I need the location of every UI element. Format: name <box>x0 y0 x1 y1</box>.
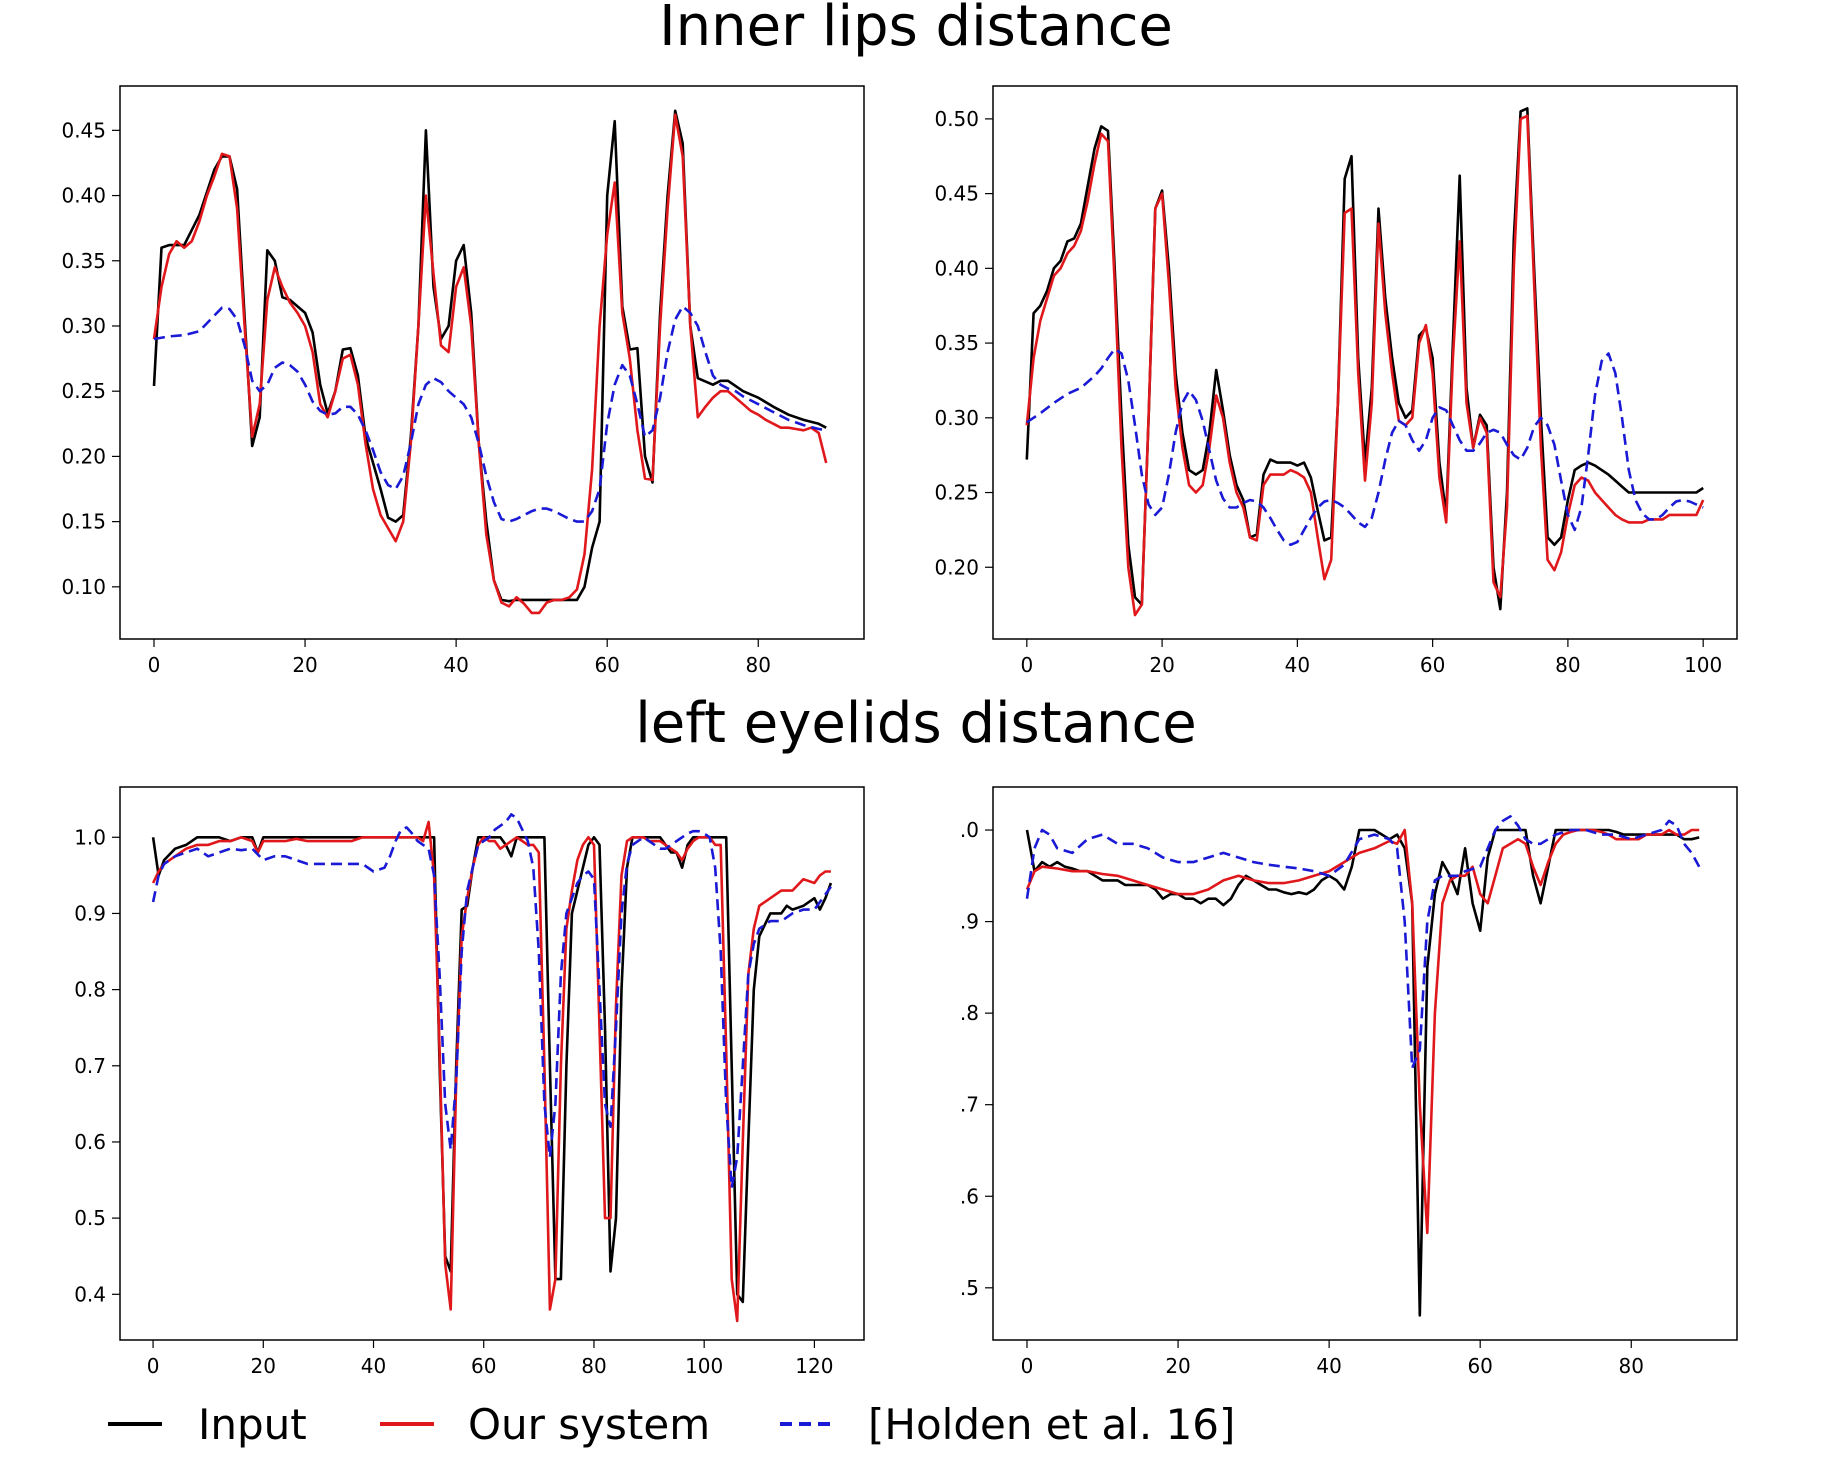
section-title-inner-lips: Inner lips distance <box>659 0 1173 59</box>
y-tick-label: .8 <box>960 1001 979 1025</box>
legend-item-holden: [Holden et al. 16] <box>780 1400 1235 1449</box>
y-tick-label: .0 <box>960 818 979 842</box>
series-line-our-system <box>1025 828 1700 1235</box>
y-tick-label: 0.10 <box>61 575 106 599</box>
y-tick-label: .7 <box>960 1093 979 1117</box>
y-tick-label: 0.7 <box>74 1054 106 1078</box>
x-tick-label: 20 <box>1149 653 1174 677</box>
y-tick-label: 0.35 <box>61 249 106 273</box>
y-tick-label: 0.40 <box>934 256 979 280</box>
y-tick-label: 0.20 <box>61 444 106 468</box>
series-line-input <box>151 835 833 1304</box>
x-tick-label: 20 <box>1165 1354 1190 1378</box>
series-line-our-system <box>1025 114 1705 617</box>
y-tick-label: 0.30 <box>934 406 979 430</box>
x-tick-label: 80 <box>581 1354 606 1378</box>
y-tick-label: .6 <box>960 1184 979 1208</box>
legend-item-our-system: Our system <box>380 1400 710 1449</box>
x-tick-label: 40 <box>1316 1354 1341 1378</box>
y-tick-label: 1.0 <box>74 825 106 849</box>
y-tick-label: 0.9 <box>74 901 106 925</box>
x-tick-label: 60 <box>471 1354 496 1378</box>
plot-area-frame <box>119 786 865 1341</box>
x-tick-label: 0 <box>147 1354 160 1378</box>
series-line-holden <box>153 305 827 523</box>
chart-inner-lips-left: 0 20 40 60 80 0.10 0.15 0.20 0.25 0.30 0.35 0.40 0.4… <box>61 85 865 677</box>
chart-left-eyelids-left: 0 20 40 60 80 100 120 0.4 0.5 0.6 0.7 0.8 0.9 1.0 <box>74 786 865 1378</box>
series-line-our-system <box>152 113 828 615</box>
y-tick-label: 0.45 <box>61 118 106 142</box>
legend-label-our-system: Our system <box>468 1400 710 1449</box>
y-tick-label: .5 <box>960 1276 979 1300</box>
x-tick-label: 40 <box>1285 653 1310 677</box>
series-line-our-system <box>151 820 831 1323</box>
x-tick-label: 80 <box>746 653 771 677</box>
x-tick-label: 100 <box>1684 653 1722 677</box>
y-tick-label: 0.25 <box>934 481 979 505</box>
legend-label-holden: [Holden et al. 16] <box>868 1400 1235 1449</box>
series-line-holden <box>151 813 832 1189</box>
legend: Input Our system [Holden et al. 16] <box>108 1400 1235 1449</box>
x-tick-label: 0 <box>1021 1354 1034 1378</box>
y-tick-label: 0.8 <box>74 978 106 1002</box>
x-tick-label: 40 <box>361 1354 386 1378</box>
legend-label-input: Input <box>198 1400 307 1449</box>
x-tick-label: 20 <box>251 1354 276 1378</box>
series-line-holden <box>1025 814 1701 1070</box>
y-tick-label: 0.20 <box>934 555 979 579</box>
y-tick-label: 0.5 <box>74 1206 106 1230</box>
x-tick-label: 0 <box>1020 653 1033 677</box>
y-tick-label: 0.35 <box>934 331 979 355</box>
y-tick-label: 0.25 <box>61 379 106 403</box>
x-tick-label: 60 <box>594 653 619 677</box>
x-tick-label: 60 <box>1420 653 1445 677</box>
series-line-holden <box>1026 347 1704 547</box>
x-tick-label: 100 <box>685 1354 723 1378</box>
x-tick-label: 60 <box>1467 1354 1492 1378</box>
y-tick-label: 0.50 <box>934 107 979 131</box>
x-tick-label: 40 <box>443 653 468 677</box>
plot-area-frame <box>992 85 1738 640</box>
y-tick-label: 0.6 <box>74 1130 106 1154</box>
chart-inner-lips-right: 0 20 40 60 80 100 0.20 0.25 0.30 0.35 0.40 0.45 0.50 <box>934 85 1738 677</box>
x-tick-label: 0 <box>148 653 161 677</box>
x-tick-label: 80 <box>1619 1354 1644 1378</box>
legend-item-input: Input <box>108 1400 307 1449</box>
plot-area-frame <box>119 85 865 640</box>
y-tick-label: 0.45 <box>934 182 979 206</box>
chart-left-eyelids-right: 0 20 40 60 80 .5 .6 .7 .8 .9 .0 <box>960 786 1738 1378</box>
y-tick-label: 0.30 <box>61 314 106 338</box>
y-tick-label: .9 <box>960 910 979 934</box>
y-tick-label: 0.15 <box>61 510 106 534</box>
series-line-input <box>152 109 827 603</box>
x-tick-label: 80 <box>1555 653 1580 677</box>
y-tick-label: 0.40 <box>61 184 106 208</box>
y-tick-label: 0.4 <box>74 1282 106 1306</box>
x-tick-label: 120 <box>795 1354 833 1378</box>
section-title-left-eyelids: left eyelids distance <box>635 691 1196 756</box>
plot-area-frame <box>992 786 1738 1341</box>
x-tick-label: 20 <box>292 653 317 677</box>
